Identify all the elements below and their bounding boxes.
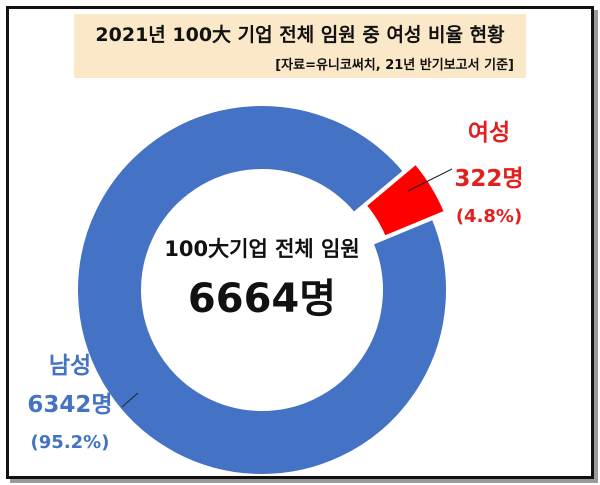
male-name-label: 남성: [49, 353, 91, 379]
title-box: 2021년 100大 기업 전체 임원 중 여성 비율 현황 [자료=유니코써치…: [74, 14, 526, 78]
chart-source: [자료=유니코써치, 21년 반기보고서 기준]: [275, 58, 514, 73]
center-total: 6664명: [188, 276, 336, 322]
female-value-label: 322명: [454, 166, 523, 192]
chart-title: 2021년 100大 기업 전체 임원 중 여성 비율 현황: [95, 24, 505, 46]
female-percent-label: (4.8%): [456, 206, 522, 227]
female-name-label: 여성: [468, 120, 510, 146]
male-value-label: 6342명: [27, 392, 112, 418]
male-leader-line: [121, 392, 139, 408]
female-leader-line: [407, 168, 453, 192]
donut-slice-male: [76, 104, 448, 476]
center-label: 100大기업 전체 임원: [164, 237, 359, 261]
male-percent-label: (95.2%): [31, 432, 110, 453]
